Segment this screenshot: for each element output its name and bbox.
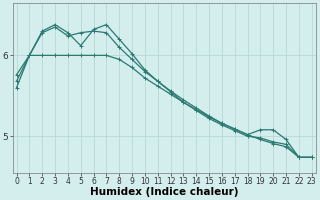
X-axis label: Humidex (Indice chaleur): Humidex (Indice chaleur) xyxy=(90,187,238,197)
